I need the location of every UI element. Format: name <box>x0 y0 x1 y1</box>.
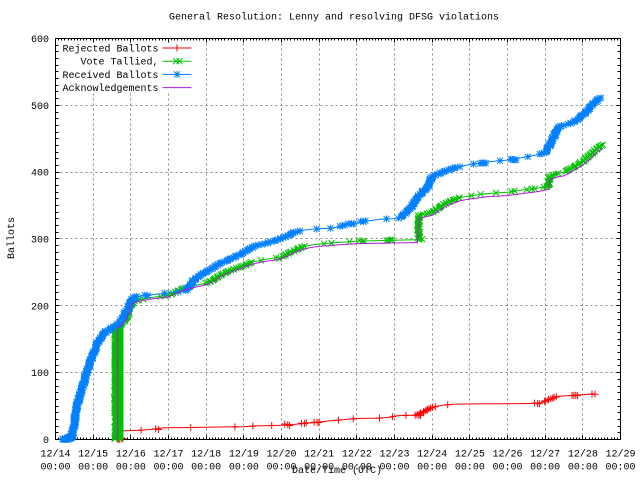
svg-text:12/14: 12/14 <box>40 449 70 461</box>
svg-text:Ballots: Ballots <box>6 217 18 259</box>
svg-text:00:00: 00:00 <box>417 463 447 474</box>
svg-text:12/28: 12/28 <box>568 449 598 461</box>
svg-text:00:00: 00:00 <box>492 463 522 474</box>
svg-text:12/15: 12/15 <box>78 449 108 461</box>
svg-text:00:00: 00:00 <box>78 463 108 474</box>
svg-text:12/24: 12/24 <box>417 449 447 461</box>
svg-text:12/17: 12/17 <box>153 449 183 461</box>
svg-text:12/25: 12/25 <box>455 449 485 461</box>
svg-text:0: 0 <box>43 436 49 447</box>
svg-text:12/27: 12/27 <box>530 449 560 461</box>
svg-text:Vote Tallied,: Vote Tallied, <box>80 57 158 69</box>
svg-text:00:00: 00:00 <box>530 463 560 474</box>
svg-text:00:00: 00:00 <box>229 463 259 474</box>
svg-text:00:00: 00:00 <box>455 463 485 474</box>
svg-text:600: 600 <box>31 35 49 46</box>
svg-text:400: 400 <box>31 169 49 180</box>
svg-text:00:00: 00:00 <box>116 463 146 474</box>
svg-text:12/20: 12/20 <box>266 449 296 461</box>
svg-text:12/22: 12/22 <box>342 449 372 461</box>
svg-text:100: 100 <box>31 369 49 380</box>
svg-text:12/26: 12/26 <box>492 449 522 461</box>
svg-text:12/29: 12/29 <box>605 449 635 461</box>
svg-text:00:00: 00:00 <box>40 463 70 474</box>
svg-text:00:00: 00:00 <box>568 463 598 474</box>
svg-text:12/23: 12/23 <box>379 449 409 461</box>
svg-text:12/18: 12/18 <box>191 449 221 461</box>
svg-text:00:00: 00:00 <box>379 463 409 474</box>
svg-text:General Resolution: Lenny and: General Resolution: Lenny and resolving … <box>169 12 499 24</box>
svg-text:500: 500 <box>31 102 49 113</box>
svg-text:00:00: 00:00 <box>191 463 221 474</box>
svg-text:Acknowledgements: Acknowledgements <box>62 83 158 95</box>
svg-text:200: 200 <box>31 302 49 313</box>
svg-text:Received Ballots: Received Ballots <box>62 70 158 82</box>
svg-text:12/21: 12/21 <box>304 449 334 461</box>
svg-text:00:00: 00:00 <box>266 463 296 474</box>
svg-text:00:00: 00:00 <box>153 463 183 474</box>
svg-text:12/19: 12/19 <box>229 449 259 461</box>
svg-text:00:00: 00:00 <box>605 463 635 474</box>
svg-text:00:00: 00:00 <box>304 463 334 474</box>
svg-text:00:00: 00:00 <box>342 463 372 474</box>
svg-text:12/16: 12/16 <box>116 449 146 461</box>
svg-text:Rejected Ballots: Rejected Ballots <box>62 44 158 56</box>
svg-text:300: 300 <box>31 236 49 247</box>
svg-text:Date/Time (UTC): Date/Time (UTC) <box>292 465 382 477</box>
